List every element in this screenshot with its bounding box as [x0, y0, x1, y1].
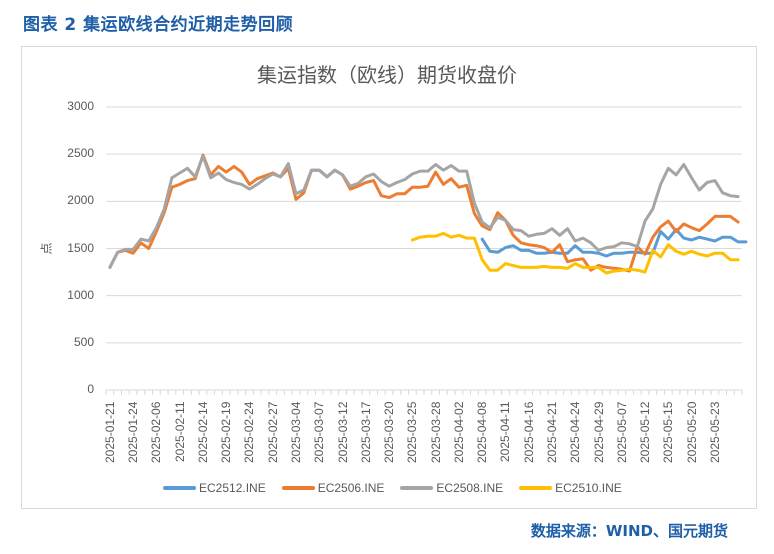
- y-tick-label: 3000: [67, 99, 94, 113]
- figure-title: 图表 2 集运欧线合约近期走势回顾: [23, 15, 294, 35]
- legend-item-ec2506[interactable]: EC2506.INE: [281, 481, 385, 495]
- legend-item-ec2508[interactable]: EC2508.INE: [400, 481, 503, 495]
- y-tick-label: 1000: [67, 287, 94, 302]
- y-tick-label: 1500: [67, 240, 94, 255]
- legend-label: EC2510.INE: [555, 481, 622, 495]
- legend-label: EC2506.INE: [317, 481, 385, 495]
- y-tick-label: 2500: [67, 146, 94, 161]
- series-line-ec2512-ine: [480, 228, 748, 258]
- legend-swatch-icon: [281, 486, 315, 490]
- legend: EC2512.INE EC2506.INE EC2508.INE EC2510.…: [163, 481, 622, 495]
- data-source: 数据来源：WIND、国元期货: [530, 522, 728, 540]
- legend-swatch-icon: [400, 486, 434, 490]
- y-tick-label: 500: [73, 334, 94, 349]
- chart-frame: [21, 46, 757, 509]
- legend-label: EC2508.INE: [436, 481, 504, 495]
- legend-swatch-icon: [163, 486, 196, 490]
- series-line-ec2506-ine: [108, 153, 740, 273]
- legend-swatch-icon: [519, 486, 553, 490]
- legend-label: EC2512.INE: [199, 481, 266, 495]
- chart-title: 集运指数（欧线）期货收盘价: [257, 63, 517, 87]
- legend-item-ec2512[interactable]: EC2512.INE: [163, 481, 266, 495]
- legend-item-ec2510[interactable]: EC2510.INE: [519, 481, 622, 495]
- y-tick-label: 0: [87, 382, 94, 396]
- series-line-ec2508-ine: [108, 154, 740, 269]
- y-tick-label: 2000: [67, 193, 94, 208]
- series-line-ec2510-ine: [410, 231, 740, 275]
